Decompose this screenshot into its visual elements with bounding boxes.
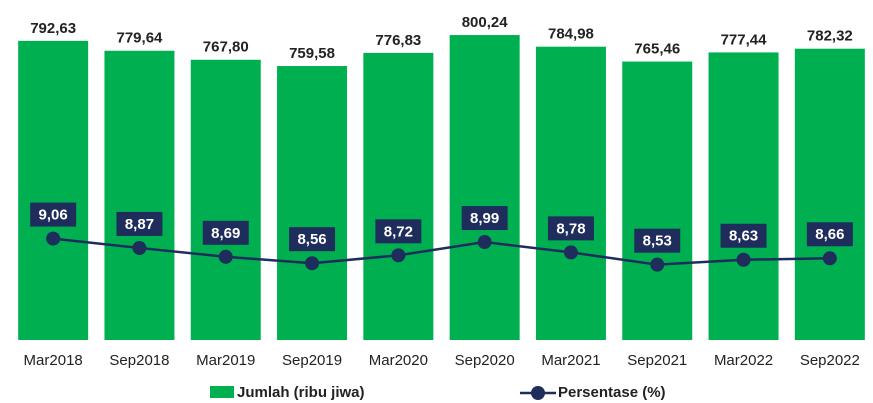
x-tick-label: Sep2020 — [455, 352, 515, 369]
x-tick-label: Mar2020 — [369, 352, 428, 369]
label-box — [375, 219, 422, 244]
legend-label: Jumlah (ribu jiwa) — [237, 384, 365, 401]
bar-value-label: 784,98 — [548, 26, 594, 43]
label-box — [720, 223, 767, 248]
line-value-label: 8,53 — [643, 233, 672, 250]
bar-value-label: 782,32 — [807, 28, 853, 45]
line — [53, 237, 830, 266]
bar — [18, 40, 89, 340]
bar-value-label: 759,58 — [289, 45, 335, 62]
line-point — [218, 249, 233, 264]
label-box — [116, 211, 163, 236]
bar — [363, 52, 434, 341]
bar — [190, 59, 261, 341]
line-point — [650, 257, 665, 272]
bar-value-label: 779,64 — [117, 30, 164, 47]
x-tick-label: Mar2019 — [196, 352, 255, 369]
label-box — [547, 216, 594, 241]
x-tick-label: Sep2018 — [109, 352, 169, 369]
label-box — [461, 206, 508, 231]
legend-label: Persentase (%) — [558, 384, 666, 401]
x-tick-label: Mar2021 — [541, 352, 600, 369]
line-value-label: 8,72 — [384, 223, 413, 240]
line-point — [391, 248, 406, 263]
legend-swatch — [210, 386, 234, 398]
bar-value-label: 800,24 — [462, 14, 509, 31]
line-point — [477, 235, 492, 250]
line-point — [736, 252, 751, 267]
x-tick-label: Sep2021 — [627, 352, 687, 369]
label-box — [30, 202, 77, 227]
label-box — [289, 227, 336, 252]
x-tick-label: Sep2019 — [282, 352, 342, 369]
line-value-label: 8,66 — [815, 226, 844, 243]
x-tick-label: Mar2022 — [714, 352, 773, 369]
line-value-label: 8,63 — [729, 228, 758, 245]
bar — [535, 46, 606, 340]
line-value-label: 8,69 — [211, 225, 240, 242]
bar-value-label: 792,63 — [30, 20, 76, 37]
x-tick-label: Mar2018 — [24, 352, 83, 369]
bar — [794, 48, 865, 341]
bar — [622, 61, 693, 340]
bar — [104, 50, 175, 340]
line-point — [46, 231, 61, 246]
bar — [277, 66, 348, 340]
legend-marker — [531, 386, 545, 400]
bar — [449, 35, 520, 340]
x-tick-label: Sep2022 — [800, 352, 860, 369]
bar-value-label: 776,83 — [375, 32, 421, 49]
line-value-label: 8,99 — [470, 210, 499, 227]
line-point — [132, 240, 147, 255]
line-value-label: 9,06 — [39, 207, 68, 224]
bar-value-label: 767,80 — [203, 39, 249, 56]
bar-value-label: 777,44 — [721, 31, 768, 48]
bar — [708, 52, 779, 340]
label-box — [806, 222, 853, 247]
bar-value-label: 765,46 — [634, 41, 680, 58]
line-value-label: 8,87 — [125, 216, 154, 233]
line-point — [822, 251, 837, 266]
line-value-label: 8,56 — [297, 231, 326, 248]
line-point — [563, 245, 578, 260]
line-point — [305, 256, 320, 271]
line-value-label: 8,78 — [556, 220, 585, 237]
label-box — [634, 228, 681, 253]
label-box — [202, 220, 249, 245]
